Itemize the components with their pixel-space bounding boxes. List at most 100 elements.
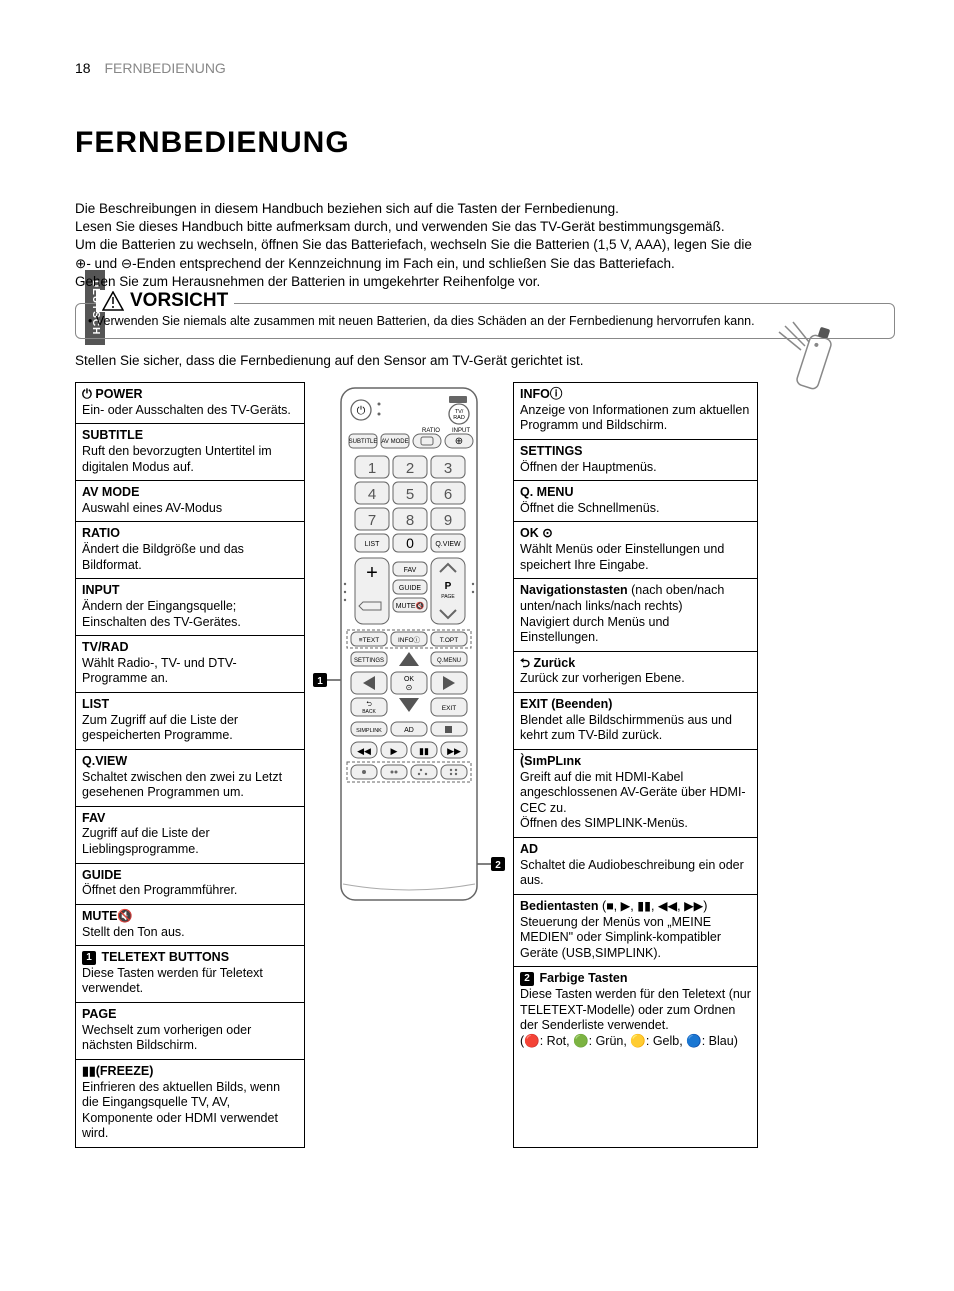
label: MUTE🔇 xyxy=(82,909,133,923)
cell-controls: Bedientasten (■, ▶, ▮▮, ◀◀, ▶▶)Steuerung… xyxy=(514,895,757,968)
intro-p4: Gehen Sie zum Herausnehmen der Batterien… xyxy=(75,273,765,291)
desc: Wählt Menüs oder Einstellungen und speic… xyxy=(520,542,724,572)
label: SETTINGS xyxy=(520,444,583,458)
cell-input: INPUT Ändern der Eingangsquelle; Einschal… xyxy=(76,579,304,636)
svg-text:⊙: ⊙ xyxy=(406,683,413,692)
desc: Stellt den Ton aus. xyxy=(82,925,185,939)
svg-text:▶: ▶ xyxy=(391,746,398,756)
label: INPUT xyxy=(82,583,120,597)
svg-text:4: 4 xyxy=(368,486,376,503)
desc: Ein- oder Ausschalten des TV-Geräts. xyxy=(82,403,291,417)
page-number: 18 xyxy=(75,60,91,76)
cell-qview: Q.VIEW Schaltet zwischen den zwei zu Letz… xyxy=(76,750,304,807)
intro-p2: Lesen Sie dieses Handbuch bitte aufmerks… xyxy=(75,218,765,236)
caution-bullet: Verwenden Sie niemals alte zusammen mit … xyxy=(96,314,755,328)
label: ▮▮(FREEZE) xyxy=(82,1064,153,1078)
svg-text:P: P xyxy=(445,581,452,592)
svg-text:⏻: ⏻ xyxy=(357,405,366,417)
svg-text:≡TEXT: ≡TEXT xyxy=(359,637,379,644)
cell-settings: SETTINGS Öffnen der Hauptmenüs. xyxy=(514,440,757,481)
warning-icon xyxy=(102,291,124,311)
desc: Einfrieren des aktuellen Bilds, wenn die… xyxy=(82,1080,280,1141)
svg-text:PAGE: PAGE xyxy=(441,594,455,600)
cell-page: PAGE Wechselt zum vorherigen oder nächste… xyxy=(76,1003,304,1060)
label: ⮌ Zurück xyxy=(520,656,575,670)
caution-text: • Verwenden Sie niemals alte zusammen mi… xyxy=(88,314,882,328)
intro-text: Die Beschreibungen in diesem Handbuch be… xyxy=(75,200,765,291)
intro-p3: Um die Batterien zu wechseln, öffnen Sie… xyxy=(75,236,765,272)
desc: Zum Zugriff auf die Liste der gespeicher… xyxy=(82,713,238,743)
label: PAGE xyxy=(82,1007,117,1021)
columns: ⏻ POWER Ein- oder Ausschalten des TV-Gerä… xyxy=(75,382,895,1148)
label: Navigationstasten xyxy=(520,583,628,597)
label: ⏻ POWER xyxy=(82,387,143,401)
svg-text:5: 5 xyxy=(406,486,414,503)
desc: Greift auf die mit HDMI-Kabel angeschlos… xyxy=(520,770,746,831)
cell-tvrad: TV/RADWählt Radio-, TV- und DTV-Programm… xyxy=(76,636,304,693)
sensor-note: Stellen Sie sicher, dass die Fernbedienu… xyxy=(75,353,895,368)
desc: Diese Tasten werden für den Teletext (nu… xyxy=(520,987,751,1048)
cell-power: ⏻ POWER Ein- oder Ausschalten des TV-Gerä… xyxy=(76,383,304,424)
desc: Ändert die Bildgröße und das Bildformat. xyxy=(82,542,244,572)
svg-text:GUIDE: GUIDE xyxy=(399,585,422,592)
section-name: FERNBEDIENUNG xyxy=(104,60,225,76)
svg-text:0: 0 xyxy=(406,535,414,551)
svg-text:Q.VIEW: Q.VIEW xyxy=(435,541,461,548)
cell-nav: Navigationstasten (nach oben/nach unten/… xyxy=(514,579,757,652)
remote-icon: 1 2 ⏻ TV/ RAD RATIO xyxy=(313,384,505,904)
label: Q.VIEW xyxy=(82,754,127,768)
svg-text:MUTE🔇: MUTE🔇 xyxy=(396,601,425,610)
svg-text:AD: AD xyxy=(404,727,414,734)
cell-ad: ADSchaltet die Audiobeschreibung ein ode… xyxy=(514,838,757,895)
cell-ratio: RATIO Ändert die Bildgröße und das Bildfo… xyxy=(76,522,304,579)
desc: Ruft den bevorzugten Untertitel im digit… xyxy=(82,444,272,474)
intro-p1: Die Beschreibungen in diesem Handbuch be… xyxy=(75,200,765,218)
svg-text:EXIT: EXIT xyxy=(442,705,456,712)
desc: Steuerung der Menüs von „MEINE MEDIEN" o… xyxy=(520,915,721,960)
svg-text:RAD: RAD xyxy=(453,415,465,421)
svg-text:FAV: FAV xyxy=(404,567,417,574)
suffix: (■, ▶, ▮▮, ◀◀, ▶▶) xyxy=(599,899,708,913)
svg-text:RATIO: RATIO xyxy=(422,428,440,434)
svg-text:LIST: LIST xyxy=(365,541,381,548)
label: SUBTITLE xyxy=(82,428,143,442)
desc: Ändern der Eingangsquelle; Einschalten d… xyxy=(82,599,241,629)
svg-text:1: 1 xyxy=(317,676,323,687)
desc: Wechselt zum vorherigen oder nächsten Bi… xyxy=(82,1023,251,1053)
cell-ok: OK ⊙ Wählt Menüs oder Einstellungen und s… xyxy=(514,522,757,579)
svg-text:▮▮: ▮▮ xyxy=(419,746,429,756)
svg-text:+: + xyxy=(366,562,378,584)
cell-guide: GUIDEÖffnet den Programmführer. xyxy=(76,864,304,905)
cell-exit: EXIT (Beenden)Blendet alle Bildschirmmen… xyxy=(514,693,757,750)
svg-text:Q.MENU: Q.MENU xyxy=(437,658,461,664)
label: (̀SımPLınĸ xyxy=(520,754,581,768)
caution-title: VORSICHT xyxy=(130,290,228,312)
label: AV MODE xyxy=(82,485,139,499)
label: TELETEXT BUTTONS xyxy=(101,950,229,964)
svg-text:9: 9 xyxy=(444,512,452,529)
svg-text:SIMPLINK: SIMPLINK xyxy=(356,728,382,734)
intro-p3b: - und xyxy=(86,256,121,271)
cell-avmode: AV MODE Auswahl eines AV-Modus xyxy=(76,481,304,522)
cell-info: INFOⓘAnzeige von Informationen zum aktue… xyxy=(514,383,757,440)
desc: Zugriff auf die Liste der Lieblingsprogr… xyxy=(82,826,210,856)
label: AD xyxy=(520,842,538,856)
label: OK ⊙ xyxy=(520,526,553,540)
label: EXIT (Beenden) xyxy=(520,697,612,711)
desc: Auswahl eines AV-Modus xyxy=(82,501,222,515)
svg-text:OK: OK xyxy=(404,676,414,683)
desc: Schaltet zwischen den zwei zu Letzt gese… xyxy=(82,770,282,800)
label: RATIO xyxy=(82,526,120,540)
label: Farbige Tasten xyxy=(539,971,627,985)
cell-teletext: 1 TELETEXT BUTTONSDiese Tasten werden fü… xyxy=(76,946,304,1003)
page-content: 18 FERNBEDIENUNG FERNBEDIENUNG Die Besch… xyxy=(75,60,895,1148)
cell-back: ⮌ ZurückZurück zur vorherigen Ebene. xyxy=(514,652,757,693)
cell-simplink: (̀SımPLınĸ Greift auf die mit HDMI-Kabel … xyxy=(514,750,757,838)
cell-qmenu: Q. MENU Öffnet die Schnellmenüs. xyxy=(514,481,757,522)
desc: Öffnen der Hauptmenüs. xyxy=(520,460,657,474)
intro-p3a: Um die Batterien zu wechseln, öffnen Sie… xyxy=(75,237,752,252)
desc: Öffnet die Schnellmenüs. xyxy=(520,501,659,515)
label: FAV xyxy=(82,811,105,825)
callout-2: 2 xyxy=(520,972,534,986)
label: Q. MENU xyxy=(520,485,573,499)
